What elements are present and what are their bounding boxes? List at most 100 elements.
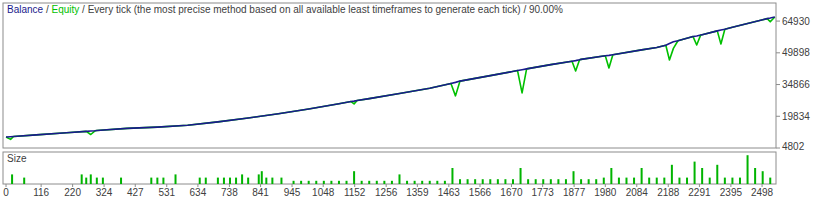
bar <box>265 178 267 184</box>
x-tick-label: 1359 <box>406 187 429 198</box>
bar <box>610 168 612 184</box>
separator: / <box>43 4 51 15</box>
bar <box>633 178 635 184</box>
bar <box>429 181 431 184</box>
legend-entry: Balance <box>7 4 44 15</box>
bar <box>120 178 122 184</box>
bar <box>459 179 461 184</box>
bar <box>663 178 665 184</box>
bar <box>247 178 249 184</box>
bar <box>573 171 575 184</box>
x-tick-label: 2395 <box>720 187 743 198</box>
x-tick-label: 634 <box>190 187 207 198</box>
bar <box>497 179 499 184</box>
y-tick <box>776 84 780 85</box>
bar <box>535 179 537 184</box>
bar <box>398 174 400 184</box>
bar <box>315 181 317 184</box>
bar <box>444 181 446 184</box>
bar <box>102 178 104 184</box>
bar <box>701 168 703 184</box>
y-tick-label: 49898 <box>782 47 810 58</box>
y-tick <box>776 148 780 149</box>
legend-entry: Equity <box>51 4 79 15</box>
bar <box>338 181 340 184</box>
bar <box>406 181 408 184</box>
x-tick-label: 945 <box>284 187 301 198</box>
plot-frame <box>3 152 776 184</box>
bar <box>293 181 295 184</box>
bar <box>391 181 393 184</box>
series-line <box>6 17 775 137</box>
title: Every tick (the most precise method base… <box>88 4 563 15</box>
bar <box>542 179 544 184</box>
x-tick-label: 1152 <box>344 187 366 198</box>
x-tick-label: 2188 <box>657 187 680 198</box>
x-tick-label: 427 <box>127 187 144 198</box>
bar <box>361 181 363 184</box>
bar <box>595 179 597 184</box>
bar <box>769 178 771 184</box>
bar <box>762 171 764 184</box>
bar <box>23 178 25 184</box>
bar <box>451 168 453 184</box>
x-tick-label: 2291 <box>688 187 711 198</box>
plot-frame <box>3 3 776 148</box>
bar <box>618 178 620 184</box>
bar <box>308 181 310 184</box>
bar <box>346 181 348 184</box>
x-tick-label: 220 <box>64 187 81 198</box>
bar <box>580 179 582 184</box>
bar <box>588 179 590 184</box>
x-tick-label: 1877 <box>563 187 586 198</box>
x-tick-label: 1256 <box>375 187 398 198</box>
bar <box>641 168 643 184</box>
bar <box>280 178 282 184</box>
bar <box>474 179 476 184</box>
x-tick-label: 2084 <box>626 187 649 198</box>
bar <box>96 178 98 184</box>
bar <box>330 181 332 184</box>
bar <box>323 181 325 184</box>
bar <box>376 181 378 184</box>
bar <box>300 181 302 184</box>
bar <box>467 179 469 184</box>
bar <box>603 178 605 184</box>
y-tick <box>776 21 780 22</box>
x-tick-label: 531 <box>158 187 175 198</box>
bar <box>716 165 718 184</box>
bar <box>482 179 484 184</box>
legend-title: Balance / Equity / Every tick (the most … <box>7 4 563 15</box>
bar <box>709 178 711 184</box>
x-tick-label: 738 <box>221 187 238 198</box>
x-tick-label: 1980 <box>594 187 617 198</box>
bar <box>731 178 733 184</box>
bar <box>229 178 231 184</box>
y-tick <box>776 52 780 53</box>
y-tick-label: 34866 <box>782 79 810 90</box>
chart-root: Balance / Equity / Every tick (the most … <box>0 0 820 200</box>
bar <box>241 174 243 184</box>
bar <box>261 171 263 184</box>
bar <box>217 178 219 184</box>
bar <box>271 178 273 184</box>
bar <box>557 179 559 184</box>
x-tick-label: 0 <box>3 187 9 198</box>
bar <box>527 179 529 184</box>
x-tick-label: 1566 <box>469 187 492 198</box>
plot-area <box>6 17 775 139</box>
bar <box>162 178 164 184</box>
bar <box>694 162 696 184</box>
bar <box>504 179 506 184</box>
bar <box>150 178 152 184</box>
x-tick-label: 2498 <box>751 187 774 198</box>
bar <box>489 179 491 184</box>
bar <box>678 178 680 184</box>
bar <box>754 168 756 184</box>
bar <box>85 178 87 184</box>
bar <box>565 179 567 184</box>
x-tick-label: 324 <box>96 187 113 198</box>
bar <box>175 174 177 184</box>
bar <box>512 179 514 184</box>
bar <box>383 181 385 184</box>
